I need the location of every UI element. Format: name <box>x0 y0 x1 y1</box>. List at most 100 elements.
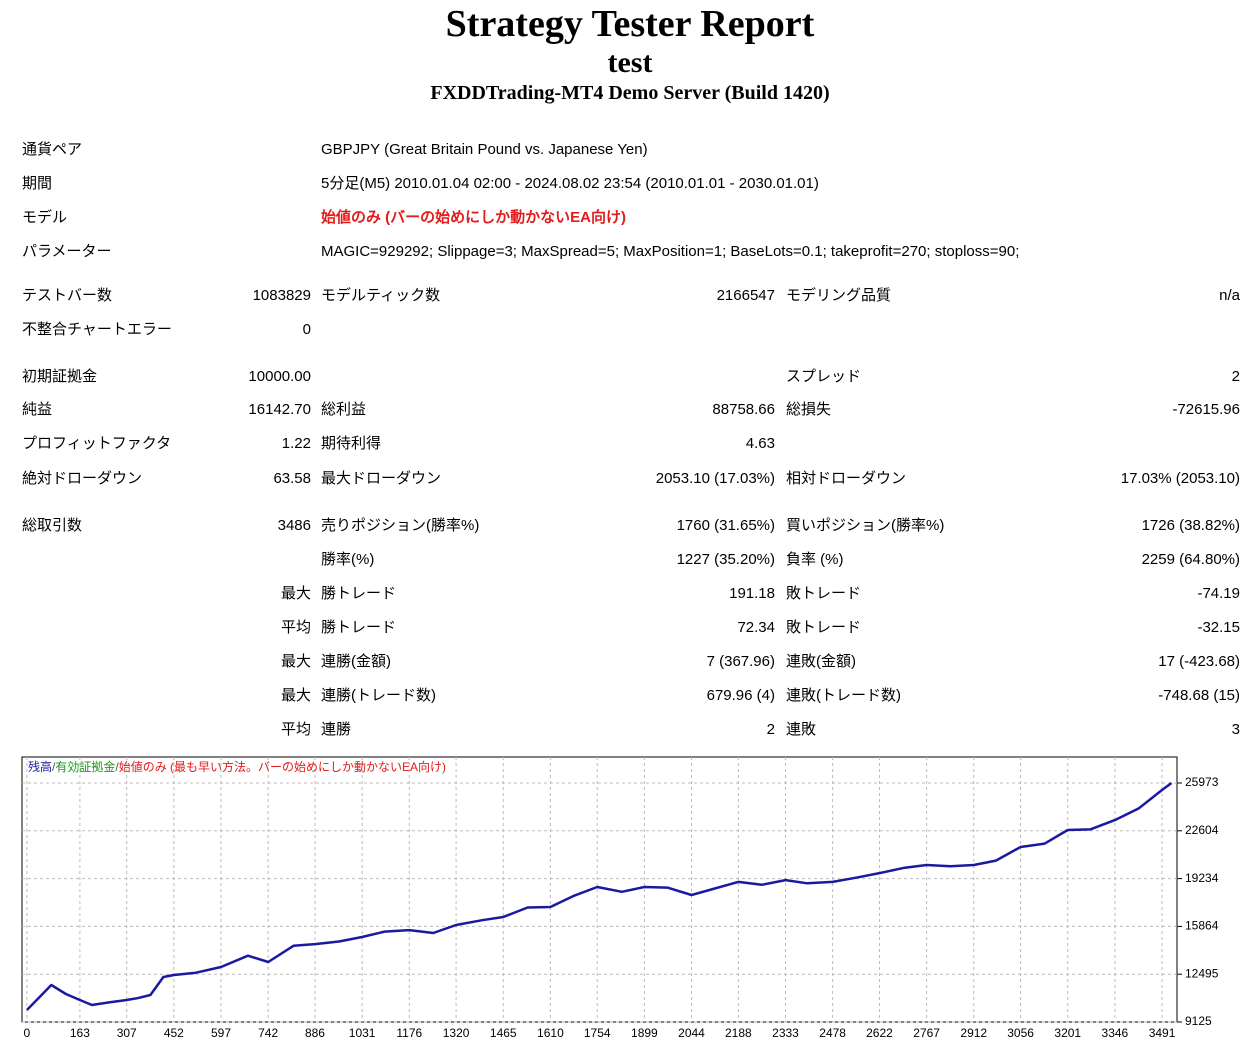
x-tick-label: 1176 <box>396 1026 422 1040</box>
stat-value: 1.22 <box>281 435 311 452</box>
x-tick-label: 2333 <box>772 1026 799 1040</box>
x-tick-label: 886 <box>305 1026 325 1040</box>
x-tick-label: 1465 <box>490 1026 517 1040</box>
server: FXDDTrading-MT4 Demo Server (Build 1420) <box>430 82 830 104</box>
x-tick-label: 2478 <box>819 1026 846 1040</box>
stat-value: 63.58 <box>273 470 311 487</box>
stat-label: 勝トレード <box>321 619 397 636</box>
info-label: 期間 <box>22 175 53 192</box>
x-tick-label: 2622 <box>866 1026 893 1040</box>
info-label: 通貨ペア <box>22 141 83 158</box>
stat-label: 敗トレード <box>786 585 862 602</box>
stat-value: 3486 <box>277 517 311 534</box>
stat-value: 平均 <box>280 721 311 738</box>
x-tick-label: 3056 <box>1007 1026 1034 1040</box>
stat-value: -748.68 (15) <box>1158 687 1240 704</box>
x-tick-label: 1610 <box>537 1026 564 1040</box>
stat-value: 最大 <box>280 653 311 670</box>
stat-value: 10000.00 <box>248 368 311 385</box>
stat-label: 不整合チャートエラー <box>22 321 172 338</box>
stat-label: 連勝(トレード数) <box>321 687 436 704</box>
x-tick-label: 452 <box>164 1026 184 1040</box>
stat-label: 売りポジション(勝率%) <box>321 517 480 534</box>
x-tick-label: 3346 <box>1102 1026 1129 1040</box>
y-tick-label: 19234 <box>1185 871 1219 885</box>
plot-area <box>21 756 1178 1023</box>
x-tick-label: 742 <box>258 1026 278 1040</box>
stat-label: テストバー数 <box>22 287 113 304</box>
stat-label: 絶対ドローダウン <box>22 470 143 487</box>
x-tick-label: 2767 <box>913 1026 940 1040</box>
legend-equity: 有効証拠金 <box>55 759 115 774</box>
stat-label: 勝トレード <box>321 585 397 602</box>
stat-value: 17 (-423.68) <box>1158 653 1240 670</box>
stat-label: 連勝(金額) <box>321 653 391 670</box>
stat-value: 1227 (35.20%) <box>676 551 775 568</box>
x-tick-label: 2912 <box>960 1026 987 1040</box>
y-tick-label: 12495 <box>1185 966 1219 980</box>
stat-label: モデルティック数 <box>321 287 441 304</box>
subtitle: test <box>607 46 653 79</box>
x-tick-label: 1320 <box>443 1026 470 1040</box>
stat-value: 7 (367.96) <box>706 653 775 670</box>
stat-value: 72.34 <box>737 619 775 636</box>
stat-label: 連敗(金額) <box>786 653 856 670</box>
info-label: モデル <box>22 209 68 226</box>
x-tick-label: 597 <box>211 1026 231 1040</box>
info-value: 5分足(M5) 2010.01.04 02:00 - 2024.08.02 23… <box>321 175 819 192</box>
stat-value: 平均 <box>280 619 311 636</box>
stat-value: 191.18 <box>729 585 775 602</box>
stat-label: 総取引数 <box>22 517 83 534</box>
title: Strategy Tester Report <box>445 3 815 45</box>
x-tick-label: 3491 <box>1149 1026 1176 1040</box>
x-tick-label: 2044 <box>678 1026 705 1040</box>
stat-value: 1726 (38.82%) <box>1141 517 1240 534</box>
x-tick-label: 1754 <box>584 1026 611 1040</box>
stat-label: プロフィットファクタ <box>22 435 172 452</box>
stat-value: 679.96 (4) <box>706 687 775 704</box>
y-tick-label: 22604 <box>1185 823 1219 837</box>
x-tick-label: 163 <box>70 1026 90 1040</box>
legend-balance: 残高 <box>28 759 52 774</box>
stat-value: 17.03% (2053.10) <box>1120 470 1240 487</box>
legend: 残高/有効証拠金/始値のみ (最も早い方法。バーの始めにしか動かないEA向け) <box>28 759 446 774</box>
stat-value: 2 <box>766 721 775 738</box>
balance-line <box>26 781 1173 1011</box>
stat-label: 相対ドローダウン <box>786 470 907 487</box>
stat-value: 88758.66 <box>712 401 775 418</box>
info-value: 始値のみ (バーの始めにしか動かないEA向け) <box>321 209 626 226</box>
x-tick-label: 3201 <box>1054 1026 1081 1040</box>
info-value: GBPJPY (Great Britain Pound vs. Japanese… <box>321 141 648 158</box>
info-value: MAGIC=929292; Slippage=3; MaxSpread=5; M… <box>321 243 1020 260</box>
stat-value: 1083829 <box>252 287 311 304</box>
stat-label: 総損失 <box>786 401 832 418</box>
stat-value: 最大 <box>280 585 311 602</box>
y-tick-label: 25973 <box>1185 775 1219 789</box>
stat-value: n/a <box>1219 287 1240 304</box>
stat-label: 敗トレード <box>786 619 862 636</box>
stat-value: 3 <box>1231 721 1240 738</box>
stat-value: -74.19 <box>1197 585 1240 602</box>
legend-separator: / <box>115 760 119 774</box>
stat-value: 2259 (64.80%) <box>1141 551 1240 568</box>
stat-value: 0 <box>302 321 311 338</box>
stat-value: -72615.96 <box>1172 401 1240 418</box>
legend-model: 始値のみ (最も早い方法。バーの始めにしか動かないEA向け) <box>119 759 446 774</box>
stat-label: 負率 (%) <box>786 551 844 568</box>
legend-separator: / <box>52 760 56 774</box>
stat-value: 16142.70 <box>248 401 311 418</box>
y-tick-label: 15864 <box>1185 919 1219 933</box>
stat-label: 連敗 <box>786 721 817 738</box>
stat-label: 初期証拠金 <box>22 368 98 385</box>
stat-label: 連勝 <box>321 721 352 738</box>
x-tick-label: 1031 <box>349 1026 376 1040</box>
stat-label: スプレッド <box>786 368 862 385</box>
stat-label: 最大ドローダウン <box>321 470 442 487</box>
x-tick-label: 1899 <box>631 1026 658 1040</box>
stat-value: 1760 (31.65%) <box>676 517 775 534</box>
stat-value: 2053.10 (17.03%) <box>655 470 775 487</box>
stat-value: 4.63 <box>745 435 775 452</box>
y-tick-label: 9125 <box>1185 1014 1212 1028</box>
stat-value: -32.15 <box>1197 619 1240 636</box>
